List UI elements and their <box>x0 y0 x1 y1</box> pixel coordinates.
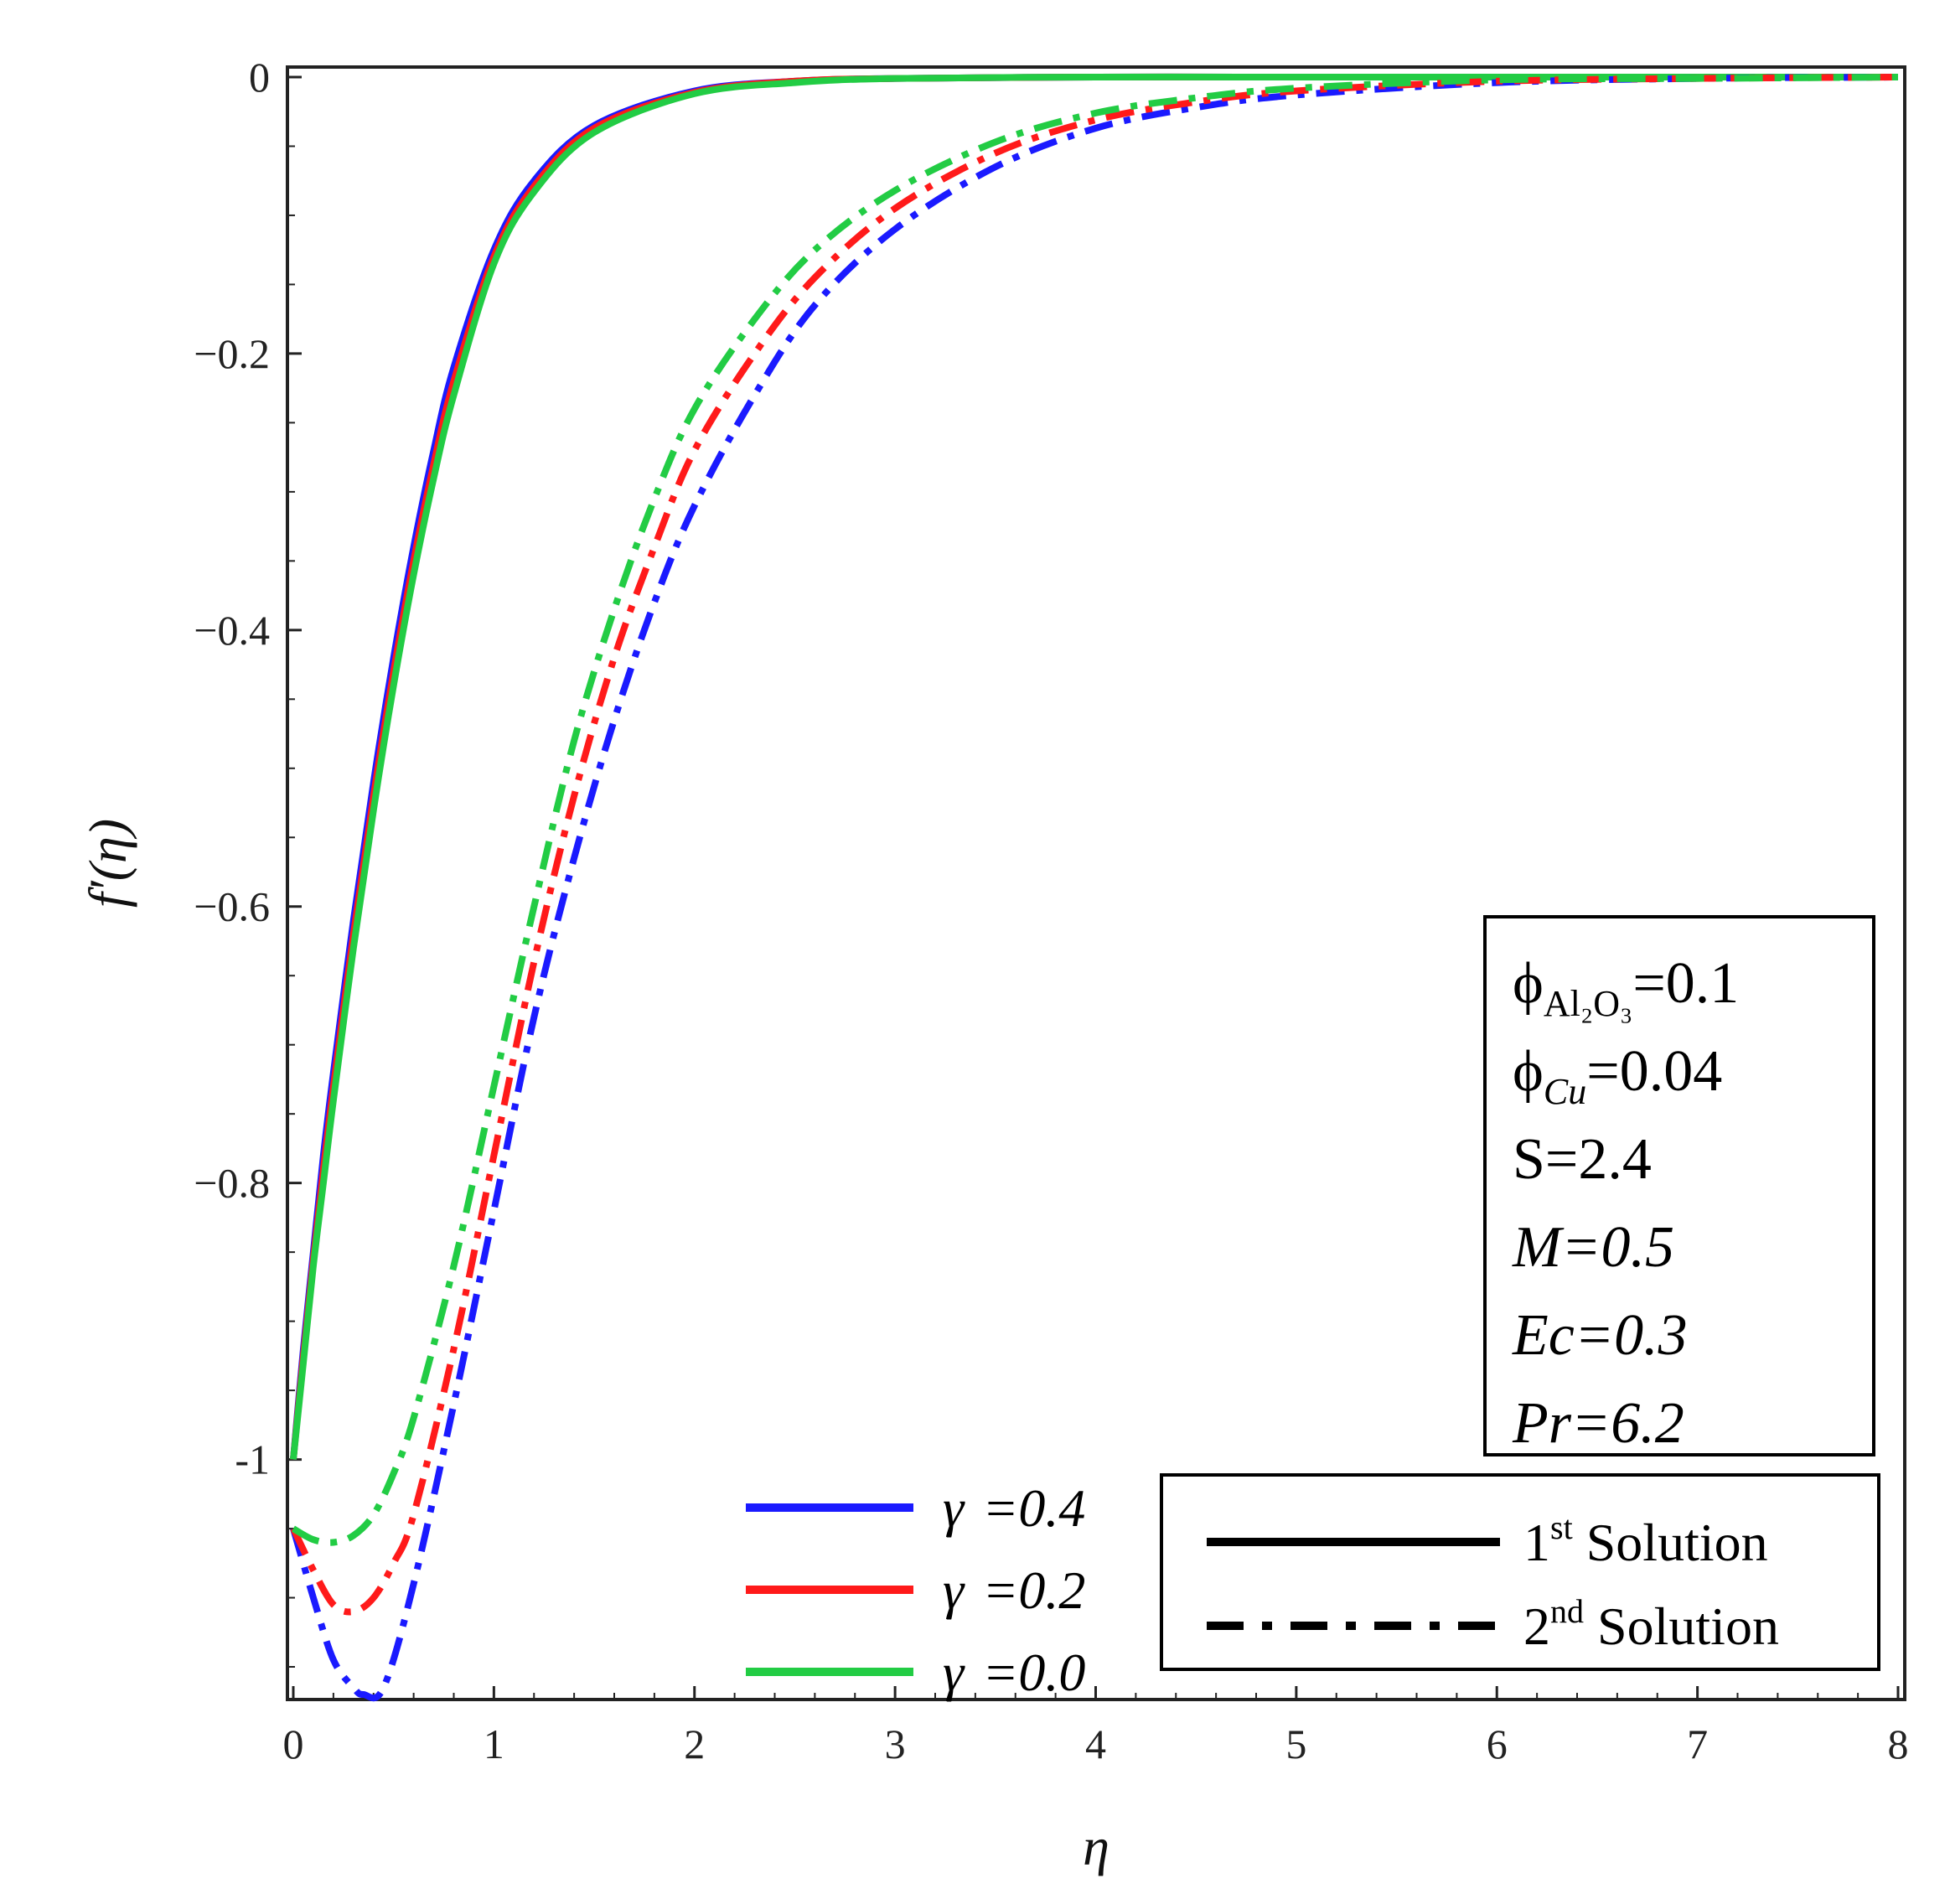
x-axis-title: η <box>1083 1817 1109 1876</box>
parameters-box: ϕAl₂O₃=0.1 ϕCu=0.04 S=2.4 M=0.5 Ec=0.3 Pr=6.2 <box>1483 915 1875 1456</box>
y-tick-label: 0 <box>249 54 270 101</box>
x-tick-label: 5 <box>1285 1720 1306 1767</box>
param-line: Ec=0.3 <box>1512 1303 1688 1368</box>
legend-label: γ =0.4 <box>943 1478 1085 1538</box>
solution-label: 2nd Solution <box>1523 1592 1779 1656</box>
x-tick-label: 4 <box>1085 1720 1106 1767</box>
x-tick-label: 3 <box>885 1720 906 1767</box>
curves <box>290 73 1899 1702</box>
legend-label: γ =0.0 <box>943 1643 1085 1702</box>
x-tick-label: 6 <box>1487 1720 1508 1767</box>
x-tick-label: 8 <box>1888 1720 1909 1767</box>
solution-legend: 1st Solution 2nd Solution <box>1160 1473 1880 1671</box>
curve-2nd-0.4 <box>290 74 1899 1702</box>
y-tick-label: −0.4 <box>194 607 270 654</box>
param-line: S=2.4 <box>1513 1127 1652 1192</box>
param-line: ϕAl₂O₃=0.1 <box>1513 951 1739 1024</box>
legend-label: γ =0.2 <box>943 1560 1085 1620</box>
y-axis-title: f′(η) <box>78 819 137 908</box>
x-tick-label: 2 <box>684 1720 705 1767</box>
y-tick-label: −0.8 <box>194 1160 270 1207</box>
x-tick-label: 1 <box>484 1720 504 1767</box>
param-line: ϕCu=0.04 <box>1513 1039 1722 1112</box>
tick-labels: 0 1 2 3 4 5 6 7 8 0 −0.2 −0.4 −0.6 −0.8 -1 <box>194 54 1908 1767</box>
curve-1st-0.0 <box>290 73 1898 1461</box>
y-tick-label: −0.6 <box>194 883 270 930</box>
y-tick-label: −0.2 <box>194 330 270 377</box>
x-tick-label: 0 <box>283 1720 304 1767</box>
curve-2nd-0.2 <box>290 74 1899 1616</box>
solution-label: 1st Solution <box>1523 1508 1768 1572</box>
axis-ticks <box>287 75 1900 1700</box>
y-tick-label: -1 <box>235 1436 270 1483</box>
param-line: M=0.5 <box>1512 1215 1674 1280</box>
x-tick-label: 7 <box>1687 1720 1708 1767</box>
param-line: Pr=6.2 <box>1512 1391 1684 1456</box>
gamma-legend: γ =0.4 γ =0.2 γ =0.0 <box>746 1478 1085 1702</box>
